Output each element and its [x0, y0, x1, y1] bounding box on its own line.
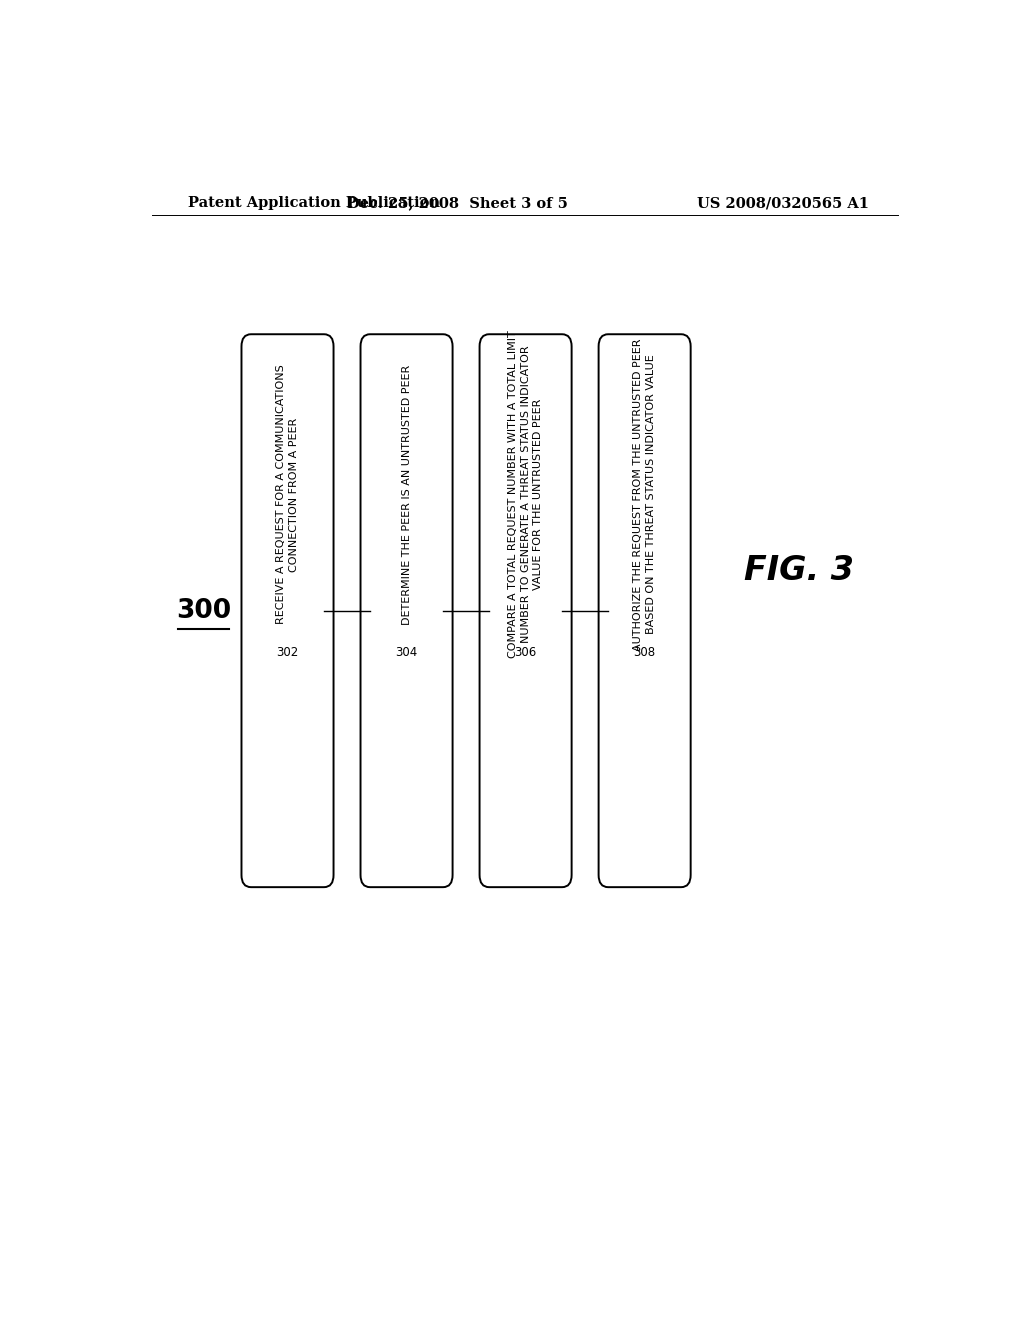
FancyBboxPatch shape	[360, 334, 453, 887]
Text: Dec. 25, 2008  Sheet 3 of 5: Dec. 25, 2008 Sheet 3 of 5	[347, 197, 567, 210]
FancyBboxPatch shape	[242, 334, 334, 887]
Text: 302: 302	[276, 647, 299, 660]
Text: FIG. 3: FIG. 3	[743, 553, 854, 586]
Text: DETERMINE THE PEER IS AN UNTRUSTED PEER: DETERMINE THE PEER IS AN UNTRUSTED PEER	[401, 364, 412, 624]
Text: 300: 300	[176, 598, 231, 623]
Text: 306: 306	[514, 647, 537, 660]
Text: AUTHORIZE THE REQUEST FROM THE UNTRUSTED PEER
BASED ON THE THREAT STATUS INDICAT: AUTHORIZE THE REQUEST FROM THE UNTRUSTED…	[634, 338, 655, 651]
Text: RECEIVE A REQUEST FOR A COMMUNICATIONS
CONNECTION FROM A PEER: RECEIVE A REQUEST FOR A COMMUNICATIONS C…	[276, 364, 299, 624]
FancyBboxPatch shape	[479, 334, 571, 887]
FancyBboxPatch shape	[599, 334, 690, 887]
Text: 308: 308	[634, 647, 655, 660]
Text: Patent Application Publication: Patent Application Publication	[187, 197, 439, 210]
Text: COMPARE A TOTAL REQUEST NUMBER WITH A TOTAL LIMIT
NUMBER TO GENERATE A THREAT ST: COMPARE A TOTAL REQUEST NUMBER WITH A TO…	[508, 330, 543, 659]
Text: US 2008/0320565 A1: US 2008/0320565 A1	[696, 197, 868, 210]
Text: 304: 304	[395, 647, 418, 660]
